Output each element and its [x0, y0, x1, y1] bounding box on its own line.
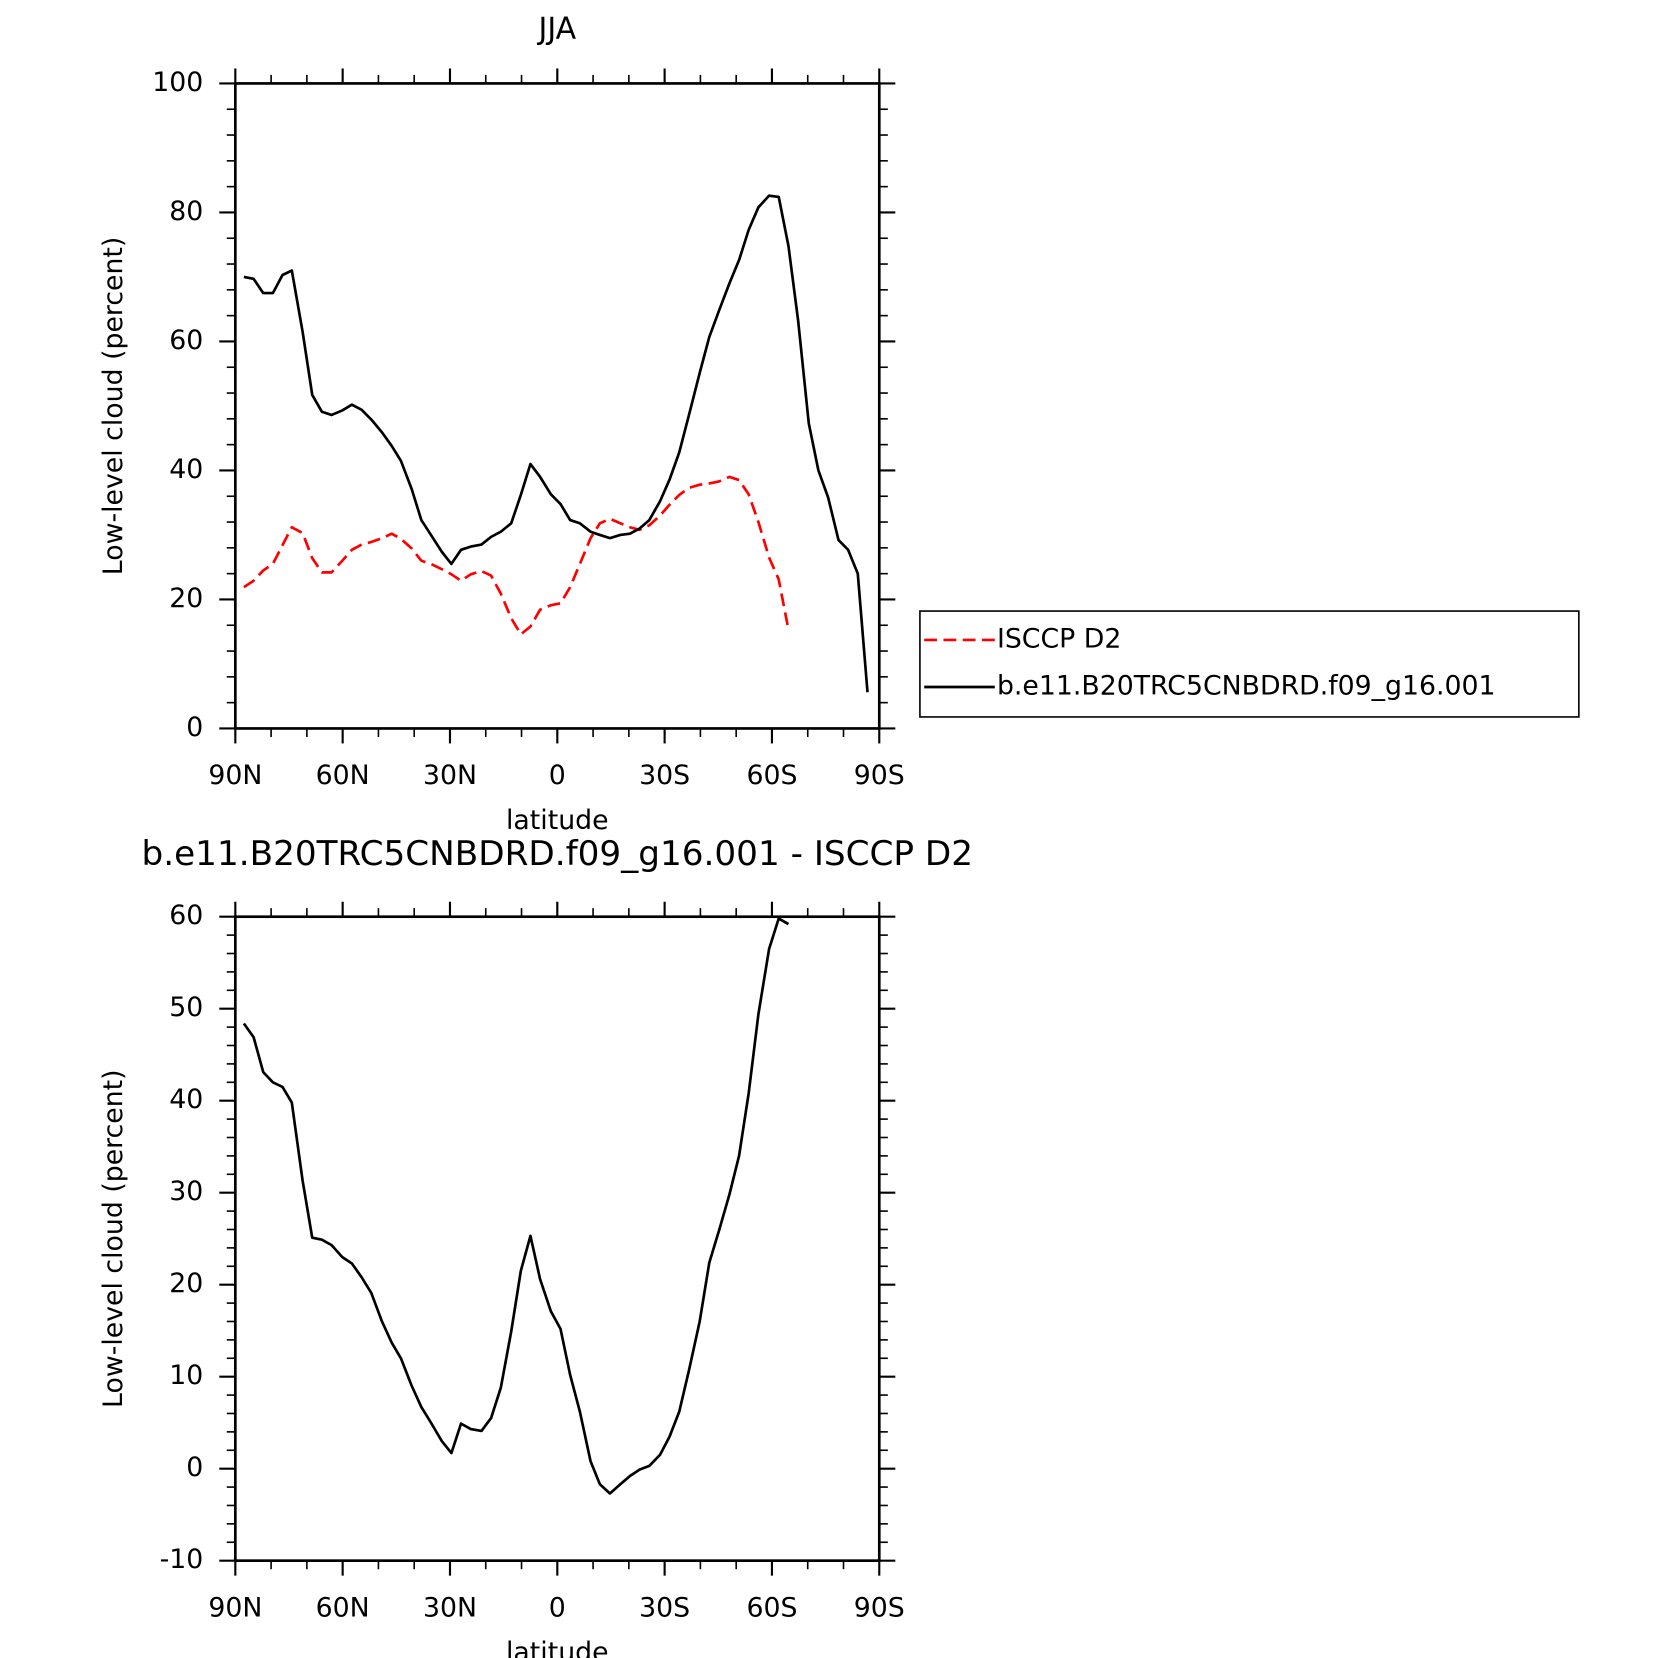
series-line [242, 917, 790, 1495]
y-axis-label: Low-level cloud (percent) [98, 237, 129, 576]
y-tick-label: 80 [169, 196, 203, 227]
x-tick-label: 30S [639, 1592, 690, 1623]
y-tick-label: 20 [169, 1268, 203, 1299]
x-tick-label: 90N [208, 1592, 262, 1623]
x-tick-label: 90S [854, 760, 905, 791]
y-tick-label: 50 [169, 992, 203, 1023]
y-tick-label: 10 [169, 1360, 203, 1391]
chart-title: JJA [536, 11, 576, 46]
legend-box [919, 610, 1580, 718]
x-tick-label: 60N [316, 1592, 370, 1623]
plot-frame [233, 82, 881, 730]
y-tick-label: 60 [169, 325, 203, 356]
y-tick-label: -10 [160, 1544, 204, 1575]
x-axis-label: latitude [506, 1637, 609, 1658]
y-tick-label: 30 [169, 1176, 203, 1207]
y-tick-label: 100 [152, 67, 203, 98]
x-tick-label: 90S [854, 1592, 905, 1623]
y-tick-label: 40 [169, 1084, 203, 1115]
y-tick-label: 0 [186, 1452, 203, 1483]
y-tick-label: 20 [169, 583, 203, 614]
x-axis-label: latitude [506, 805, 609, 836]
series-line [243, 475, 790, 636]
x-tick-label: 0 [549, 1592, 566, 1623]
x-tick-label: 60S [746, 760, 797, 791]
x-tick-label: 30N [423, 1592, 477, 1623]
x-tick-label: 30N [423, 760, 477, 791]
x-tick-label: 60S [746, 1592, 797, 1623]
y-tick-label: 40 [169, 454, 203, 485]
x-tick-label: 30S [639, 760, 690, 791]
series-line [243, 194, 869, 693]
chart-title: b.e11.B20TRC5CNBDRD.f09_g16.001 - ISCCP … [142, 834, 974, 874]
plot-frame [233, 915, 881, 1562]
x-tick-label: 0 [549, 760, 566, 791]
legend-label: ISCCP D2 [997, 623, 1121, 654]
y-tick-label: 0 [186, 712, 203, 743]
y-axis-label: Low-level cloud (percent) [98, 1069, 129, 1408]
legend-label: b.e11.B20TRC5CNBDRD.f09_g16.001 [997, 671, 1496, 702]
x-tick-label: 60N [316, 760, 370, 791]
x-tick-label: 90N [208, 760, 262, 791]
y-tick-label: 60 [169, 900, 203, 931]
